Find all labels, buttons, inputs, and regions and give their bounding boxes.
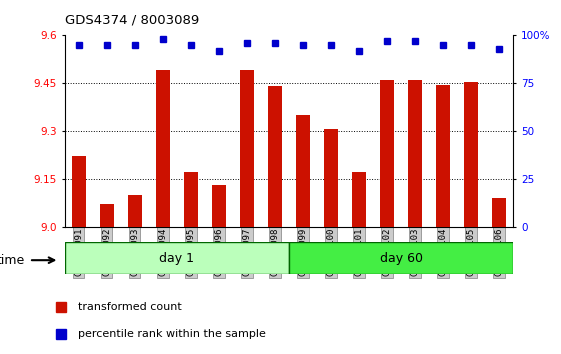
Bar bbox=[184, 172, 198, 227]
Bar bbox=[380, 80, 394, 227]
Text: percentile rank within the sample: percentile rank within the sample bbox=[77, 329, 265, 339]
Bar bbox=[65, 242, 289, 274]
Bar bbox=[465, 81, 478, 227]
Bar bbox=[268, 86, 282, 227]
Bar bbox=[128, 195, 141, 227]
Bar bbox=[296, 115, 310, 227]
Bar bbox=[324, 129, 338, 227]
Bar bbox=[212, 185, 226, 227]
Bar bbox=[100, 204, 113, 227]
Bar bbox=[156, 70, 169, 227]
Text: transformed count: transformed count bbox=[77, 302, 181, 312]
Bar bbox=[72, 156, 85, 227]
Text: GDS4374 / 8003089: GDS4374 / 8003089 bbox=[65, 13, 199, 27]
Text: day 1: day 1 bbox=[159, 252, 194, 265]
Bar bbox=[240, 70, 254, 227]
Bar bbox=[493, 198, 507, 227]
Bar bbox=[352, 172, 366, 227]
Text: day 60: day 60 bbox=[380, 252, 422, 265]
Bar bbox=[408, 80, 422, 227]
Bar bbox=[289, 242, 513, 274]
Bar bbox=[436, 85, 450, 227]
Text: time: time bbox=[0, 254, 25, 267]
